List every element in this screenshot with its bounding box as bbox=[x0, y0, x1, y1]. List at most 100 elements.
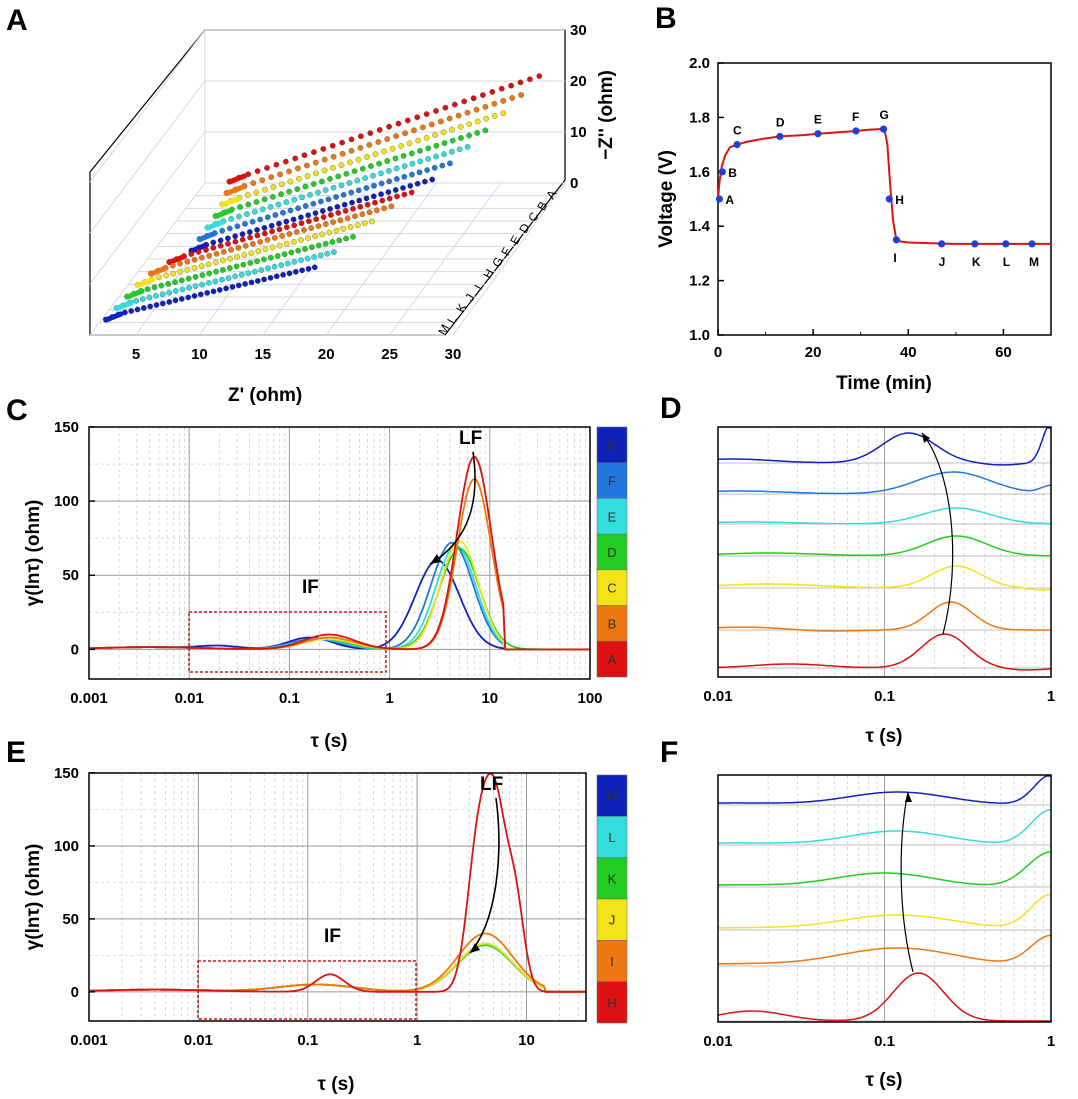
panel-a-point-J bbox=[333, 227, 340, 234]
panel-a-point-J bbox=[326, 229, 333, 236]
panel-c-x-tick: 0.001 bbox=[70, 690, 108, 707]
panel-a-point-M bbox=[261, 276, 267, 283]
panel-a-point-F bbox=[439, 162, 446, 169]
panel-a-point-H bbox=[232, 238, 239, 245]
panel-a-point-I bbox=[271, 235, 278, 241]
panel-c-legend-label: G bbox=[607, 438, 617, 453]
panel-c-arrow-head bbox=[430, 554, 441, 564]
panel-e-xlabel: τ (s) bbox=[318, 1074, 355, 1095]
panel-a-point-I bbox=[286, 231, 293, 237]
panel-a-point-C bbox=[338, 162, 345, 168]
panel-a-point-I bbox=[381, 205, 387, 212]
panel-b-point-label: F bbox=[852, 110, 859, 124]
panel-a-point-H bbox=[350, 205, 356, 212]
panel-c-legend-swatch-E bbox=[596, 498, 628, 535]
panel-a-point-B bbox=[518, 92, 524, 98]
panel-d-curve-G bbox=[717, 427, 1051, 466]
panel-c-x-tick: 100 bbox=[577, 690, 602, 707]
panel-a-point-D bbox=[237, 204, 243, 210]
panel-b-point-J bbox=[937, 240, 946, 248]
panel-a-point-L bbox=[133, 297, 140, 304]
panel-a-point-C bbox=[270, 184, 277, 190]
panel-a-point-G bbox=[392, 187, 399, 193]
panel-a-point-G bbox=[400, 185, 406, 191]
panel-a-point-I bbox=[330, 219, 336, 225]
panel-d-shift-arrow bbox=[921, 432, 954, 635]
panel-a-point-C bbox=[406, 140, 413, 147]
panel-a-point-K bbox=[295, 247, 302, 254]
panel-a-point-G bbox=[232, 233, 239, 240]
panel-a-point-M bbox=[172, 297, 179, 304]
panel-a-point-K bbox=[151, 284, 158, 291]
panel-e-grid bbox=[89, 773, 586, 1021]
panel-a-point-M bbox=[229, 284, 236, 290]
panel-a-point-A bbox=[451, 101, 458, 108]
panel-a-point-I bbox=[177, 260, 183, 267]
panel-a-point-G bbox=[334, 203, 341, 210]
panel-a-point-G bbox=[276, 220, 282, 227]
panel-b-point-label: H bbox=[895, 193, 904, 207]
panel-a-point-I bbox=[308, 225, 315, 231]
panel-a-point-C bbox=[398, 143, 404, 149]
panel-a-x-tick: 25 bbox=[381, 346, 398, 363]
panel-a-point-C bbox=[364, 154, 370, 160]
panel-a-point-B bbox=[437, 118, 444, 125]
panel-e-x-tick: 10 bbox=[518, 1032, 535, 1049]
panel-a-point-I bbox=[257, 239, 264, 245]
panel-a-point-H bbox=[239, 236, 246, 243]
panel-a-point-J bbox=[241, 252, 248, 258]
panel-a-point-K bbox=[192, 274, 199, 280]
panel-b-point-label: D bbox=[776, 115, 785, 129]
panel-e-legend-swatch-L bbox=[596, 816, 628, 858]
panel-a-point-J bbox=[312, 233, 318, 240]
panel-e-legend-label: H bbox=[607, 995, 616, 1010]
panel-a-point-C bbox=[372, 151, 379, 158]
panel-b-point-H bbox=[885, 195, 893, 203]
panel-a-point-K bbox=[267, 254, 274, 261]
panel-a-point-K bbox=[206, 270, 213, 277]
panel-a-point-G bbox=[312, 210, 319, 216]
panel-a-point-I bbox=[235, 244, 242, 251]
panel-a-depth-label: L bbox=[444, 313, 460, 326]
panel-a-depth-label: C bbox=[525, 210, 542, 225]
panel-a-point-A bbox=[301, 152, 308, 159]
panel-c-frame bbox=[88, 426, 591, 680]
panel-a-point-M bbox=[267, 274, 274, 281]
panel-a-point-K bbox=[220, 267, 226, 273]
panel-a-point-E bbox=[322, 187, 329, 193]
panel-a-point-M bbox=[299, 267, 305, 274]
panel-a-point-G bbox=[283, 218, 290, 225]
panel-a-point-M bbox=[286, 270, 293, 277]
panel-a-point-J bbox=[156, 274, 162, 281]
panel-d-curve-D bbox=[717, 535, 1052, 557]
panel-a-point-A bbox=[273, 161, 280, 168]
panel-d-if-zoom: 0.01 0.1 1 τ (s) bbox=[703, 426, 1055, 747]
panel-d-x-tick: 0.01 bbox=[703, 688, 732, 705]
panel-a-point-F bbox=[416, 169, 423, 176]
panel-c-y-tick: 100 bbox=[54, 493, 79, 510]
panel-f-frame bbox=[717, 774, 1052, 1023]
panel-a-point-G bbox=[298, 214, 304, 221]
panel-a-point-L bbox=[212, 278, 219, 285]
panel-a-point-K bbox=[240, 261, 247, 268]
panel-f-curve-K bbox=[718, 851, 1052, 886]
panel-a-point-L bbox=[278, 262, 285, 268]
panel-a-point-D bbox=[294, 186, 301, 192]
panel-a-x-tick: 20 bbox=[318, 346, 335, 363]
panel-a-point-L bbox=[219, 276, 225, 283]
panel-b-x-tick: 60 bbox=[995, 344, 1012, 361]
panel-a-point-B bbox=[473, 106, 480, 113]
panel-b-point-label: A bbox=[725, 193, 734, 207]
panel-a-point-E bbox=[401, 163, 408, 169]
panel-b-x-tick: 40 bbox=[900, 344, 917, 361]
panel-b-voltage-line bbox=[717, 128, 1051, 245]
panel-b-point-label: B bbox=[728, 166, 737, 180]
panel-a-point-L bbox=[146, 294, 153, 301]
panel-b-point-L bbox=[1002, 240, 1010, 248]
panel-a-point-C bbox=[279, 181, 285, 188]
panel-a-point-E bbox=[378, 170, 384, 177]
panel-a-point-D bbox=[228, 207, 234, 214]
panel-a-depth-label: J bbox=[462, 292, 477, 304]
panel-f-x-tick: 0.01 bbox=[703, 1033, 732, 1050]
